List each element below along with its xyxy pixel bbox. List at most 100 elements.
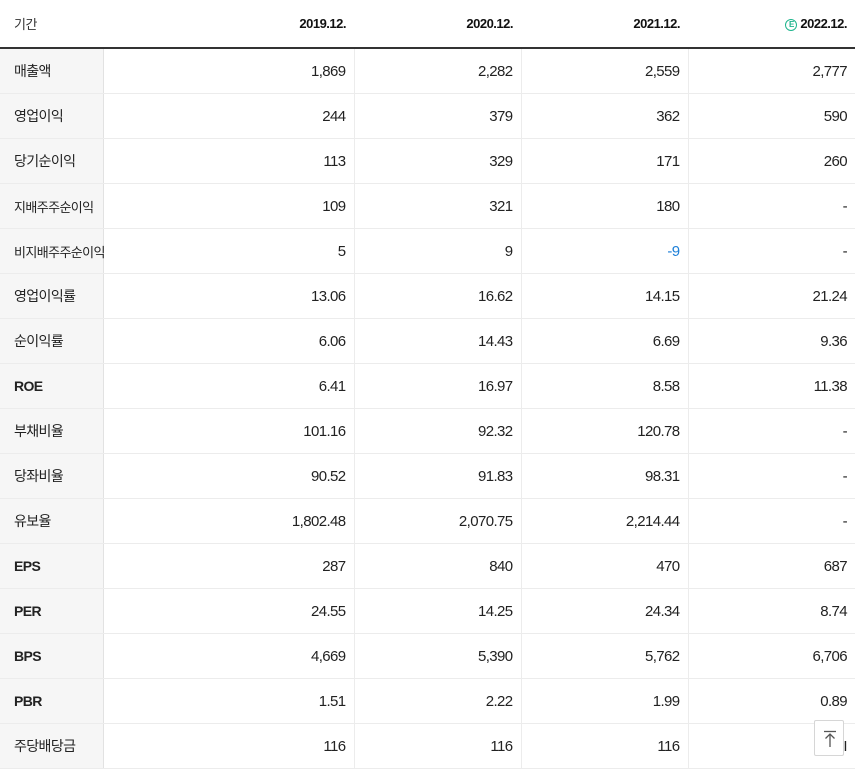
table-row: EPS 287 840 470 687	[0, 543, 855, 589]
row-label: 순이익률	[0, 318, 104, 364]
cell-value: 2,559	[521, 48, 689, 94]
cell-value: 8.74	[688, 588, 855, 634]
scroll-to-top-button[interactable]	[814, 720, 844, 756]
cell-value-negative: -9	[521, 228, 689, 274]
cell-value: -	[688, 498, 855, 544]
cell-value: 14.15	[521, 273, 689, 319]
row-label: 부채비율	[0, 408, 104, 454]
row-label: 당좌비율	[0, 453, 104, 499]
table-row: PER 24.55 14.25 24.34 8.74	[0, 588, 855, 634]
cell-value: 2,282	[354, 48, 522, 94]
row-label: 주당배당금	[0, 723, 104, 769]
cell-value: 321	[354, 183, 522, 229]
cell-value: 6.41	[103, 363, 355, 409]
cell-value: 14.25	[354, 588, 522, 634]
cell-value: 24.34	[521, 588, 689, 634]
cell-value: 92.32	[354, 408, 522, 454]
cell-value: 171	[521, 138, 689, 184]
cell-value: 6,706	[688, 633, 855, 679]
year-header-2022-estimate: E 2022.12.	[688, 0, 855, 49]
table-row: 지배주주순이익 109 321 180 -	[0, 183, 855, 229]
cell-value: 329	[354, 138, 522, 184]
row-label: EPS	[0, 543, 104, 589]
cell-value: 2,777	[688, 48, 855, 94]
cell-value: 260	[688, 138, 855, 184]
row-label: 당기순이익	[0, 138, 104, 184]
table-row: 비지배주주순이익 5 9 -9 -	[0, 228, 855, 274]
cell-value: 16.62	[354, 273, 522, 319]
cell-value: 1.51	[103, 678, 355, 724]
table-row: ROE 6.41 16.97 8.58 11.38	[0, 363, 855, 409]
cell-value: 1,802.48	[103, 498, 355, 544]
cell-value: 116	[103, 723, 355, 769]
row-label: PBR	[0, 678, 104, 724]
cell-value: 90.52	[103, 453, 355, 499]
cell-value: -	[688, 453, 855, 499]
row-label: 영업이익률	[0, 273, 104, 319]
table-row: 당기순이익 113 329 171 260	[0, 138, 855, 184]
cell-value: 9	[354, 228, 522, 274]
cell-value: 2.22	[354, 678, 522, 724]
cell-value: 113	[103, 138, 355, 184]
cell-value: 379	[354, 93, 522, 139]
cell-value: 1,869	[103, 48, 355, 94]
table-row: 매출액 1,869 2,282 2,559 2,777	[0, 48, 855, 94]
row-label: 매출액	[0, 48, 104, 94]
table-row: 순이익률 6.06 14.43 6.69 9.36	[0, 318, 855, 364]
table-row: 주당배당금 116 116 116 I	[0, 723, 855, 769]
cell-value: 590	[688, 93, 855, 139]
cell-value: -	[688, 228, 855, 274]
cell-value: 9.36	[688, 318, 855, 364]
row-label: 비지배주주순이익	[0, 228, 105, 274]
cell-value: 687	[688, 543, 855, 589]
cell-value: 21.24	[688, 273, 855, 319]
cell-value: 470	[521, 543, 689, 589]
estimate-e-icon: E	[785, 19, 798, 31]
cell-value: 13.06	[103, 273, 355, 319]
cell-value: 2,214.44	[521, 498, 689, 544]
cell-value: 362	[521, 93, 689, 139]
table-row: 유보율 1,802.48 2,070.75 2,214.44 -	[0, 498, 855, 544]
cell-value: 116	[354, 723, 522, 769]
table-row: 영업이익 244 379 362 590	[0, 93, 855, 139]
cell-value: 6.69	[521, 318, 689, 364]
year-header-2020: 2020.12.	[354, 0, 521, 49]
table-row: 당좌비율 90.52 91.83 98.31 -	[0, 453, 855, 499]
cell-value: 180	[521, 183, 689, 229]
cell-value: 11.38	[688, 363, 855, 409]
table-row: 영업이익률 13.06 16.62 14.15 21.24	[0, 273, 855, 319]
year-header-2021: 2021.12.	[521, 0, 688, 49]
period-header: 기간	[0, 0, 103, 49]
table-row: 부채비율 101.16 92.32 120.78 -	[0, 408, 855, 454]
cell-value: 6.06	[103, 318, 355, 364]
cell-value: -	[688, 408, 855, 454]
table-row: BPS 4,669 5,390 5,762 6,706	[0, 633, 855, 679]
cell-value: 840	[354, 543, 522, 589]
cell-value: 244	[103, 93, 355, 139]
row-label: 영업이익	[0, 93, 104, 139]
cell-value: 109	[103, 183, 355, 229]
table-row: PBR 1.51 2.22 1.99 0.89	[0, 678, 855, 724]
cell-value: 4,669	[103, 633, 355, 679]
cell-value: 0.89	[688, 678, 855, 724]
cell-value: 16.97	[354, 363, 522, 409]
cell-value: 5	[103, 228, 355, 274]
row-label: 지배주주순이익	[0, 183, 104, 229]
cell-value: 1.99	[521, 678, 689, 724]
cell-value: 5,390	[354, 633, 522, 679]
header-row: 기간 2019.12. 2020.12. 2021.12. E 2022.12.	[0, 0, 855, 49]
cell-value: 91.83	[354, 453, 522, 499]
cell-value: 8.58	[521, 363, 689, 409]
row-label: 유보율	[0, 498, 104, 544]
row-label: ROE	[0, 363, 104, 409]
cell-value: 14.43	[354, 318, 522, 364]
cell-value: 98.31	[521, 453, 689, 499]
cell-value: 120.78	[521, 408, 689, 454]
cell-value: 287	[103, 543, 355, 589]
row-label: BPS	[0, 633, 104, 679]
year-header-2019: 2019.12.	[103, 0, 354, 49]
cell-value: 5,762	[521, 633, 689, 679]
cell-value: 24.55	[103, 588, 355, 634]
cell-value: 2,070.75	[354, 498, 522, 544]
